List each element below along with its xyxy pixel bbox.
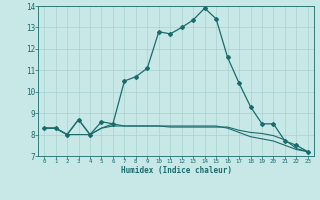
X-axis label: Humidex (Indice chaleur): Humidex (Indice chaleur) bbox=[121, 166, 231, 175]
